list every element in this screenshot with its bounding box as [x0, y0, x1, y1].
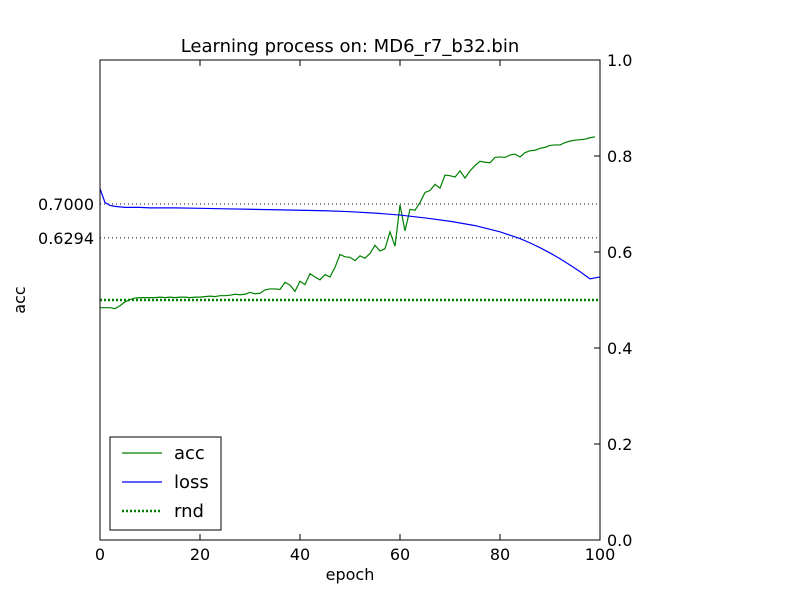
labels: Learning process on: MD6_r7_b32.bin epoc…: [10, 36, 519, 584]
x-tick-label: 80: [490, 545, 510, 564]
y-tick-label: 0.2: [607, 435, 632, 454]
y-tick-label: 1.0: [607, 51, 632, 70]
x-tick-label: 100: [585, 545, 616, 564]
y-tick-label: 0.4: [607, 339, 632, 358]
legend-label-acc: acc: [174, 443, 205, 464]
x-tick-label: 0: [95, 545, 105, 564]
reference-line-label: 0.7000: [38, 195, 94, 214]
series-line-acc: [100, 136, 596, 310]
x-tick-label: 20: [190, 545, 210, 564]
legend: acc loss rnd: [109, 436, 222, 531]
legend-label-rnd: rnd: [174, 501, 204, 522]
y-tick-label: 0.0: [607, 531, 632, 550]
x-axis-label: epoch: [326, 565, 375, 584]
axes-frame: [99, 59, 601, 541]
y-tick-label: 0.6: [607, 243, 632, 262]
chart-title: Learning process on: MD6_r7_b32.bin: [181, 36, 520, 57]
y-tick-label: 0.8: [607, 147, 632, 166]
reference-line-label: 0.6294: [38, 229, 94, 248]
legend-label-loss: loss: [174, 472, 209, 493]
x-tick-label: 40: [290, 545, 310, 564]
series-line-loss: [99, 188, 601, 280]
y-axis-label: acc: [10, 286, 29, 313]
x-tick-label: 60: [390, 545, 410, 564]
axes: [99, 59, 601, 541]
